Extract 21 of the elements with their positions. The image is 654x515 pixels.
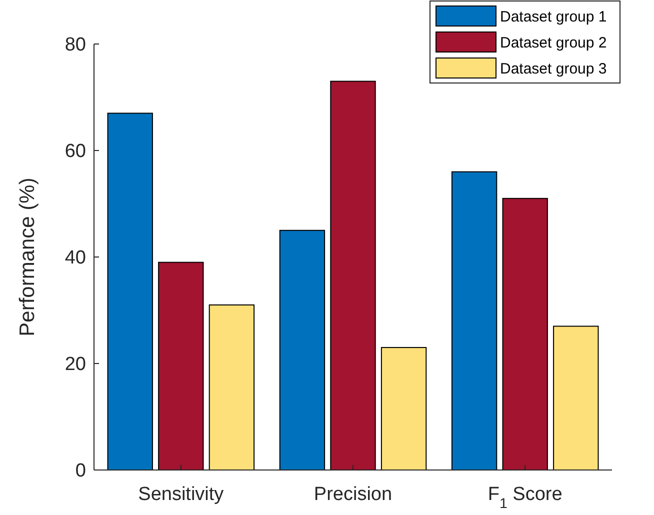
bar xyxy=(380,347,427,470)
y-tick-label: 80 xyxy=(64,34,86,56)
legend-label: Dataset group 1 xyxy=(500,8,607,26)
bar xyxy=(158,262,204,470)
x-tick-label: Precision xyxy=(314,484,392,505)
y-tick-label: 60 xyxy=(64,141,86,162)
legend-label: Dataset group 2 xyxy=(500,34,607,52)
bar xyxy=(553,326,599,470)
x-tick-label: F$_{1}$ Score xyxy=(488,484,562,512)
legend-label: Dataset group 3 xyxy=(500,60,607,78)
bar xyxy=(107,112,153,470)
bar xyxy=(208,304,255,470)
bar xyxy=(451,171,498,470)
y-tick-label: 20 xyxy=(64,354,86,376)
y-tick-label: 40 xyxy=(64,248,86,269)
x-tick-label: Sensitivity xyxy=(138,484,224,505)
bar xyxy=(502,198,548,470)
y-axis-title: Performance (%) xyxy=(16,178,39,336)
bar xyxy=(330,80,376,470)
y-tick-label: 0 xyxy=(75,460,86,482)
bar xyxy=(279,230,326,470)
